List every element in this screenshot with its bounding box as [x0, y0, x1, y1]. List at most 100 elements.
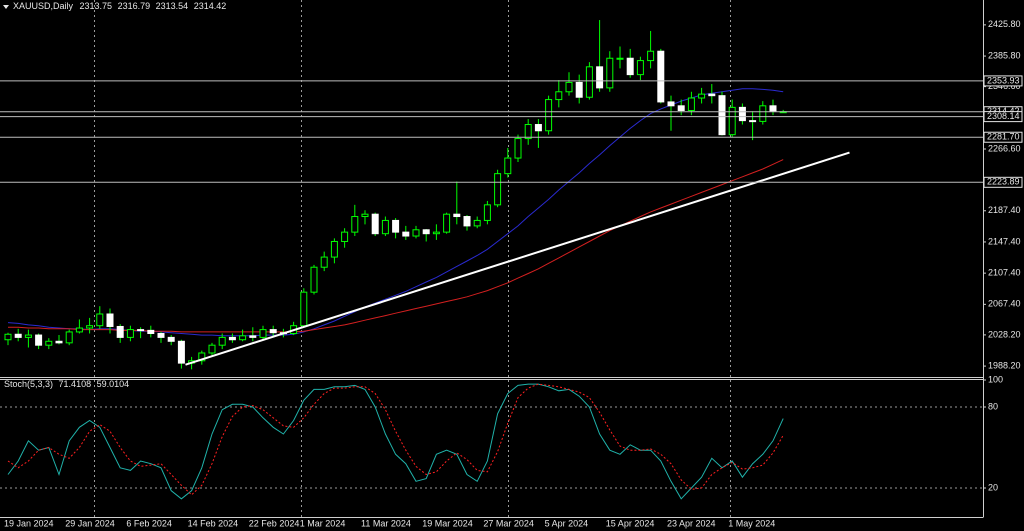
x-tick-label: 19 Jan 2024	[4, 518, 54, 528]
price-level-label: 2281.70	[987, 132, 1020, 142]
candle-body	[116, 325, 124, 338]
candle-body	[341, 231, 349, 242]
candle-body	[412, 229, 420, 237]
candle-body	[198, 352, 206, 362]
candle-body	[371, 213, 379, 235]
candle-body	[330, 240, 338, 258]
price-level-box	[983, 176, 1023, 188]
price-level-box	[983, 111, 1023, 123]
y-tick-label: 2266.60	[988, 143, 1021, 153]
indicator-title: Stoch(5,3,3) 71.4108 59.0104	[4, 379, 129, 389]
y-tick-label: 1988.20	[988, 360, 1021, 370]
ohlc-close: 2314.42	[194, 1, 227, 11]
x-tick-label: 14 Feb 2024	[188, 518, 239, 528]
candle-body	[300, 291, 308, 327]
candle-body	[392, 219, 400, 233]
candle-body	[687, 97, 695, 111]
panel-frame	[0, 0, 984, 518]
x-tick-label: 1 May 2024	[728, 518, 775, 528]
y-tick-label: 20	[988, 482, 998, 492]
candle-body	[218, 336, 226, 346]
candle-body	[718, 95, 726, 136]
candle-body	[698, 93, 706, 99]
x-tick-label: 11 Mar 2024	[361, 518, 411, 528]
candle-body	[463, 216, 471, 227]
candle-body	[259, 329, 267, 338]
candle-body	[96, 313, 104, 327]
candle-body	[55, 340, 63, 344]
candle-body	[86, 325, 94, 329]
candle-body	[208, 344, 216, 354]
candle-body	[106, 313, 114, 327]
candle-body	[657, 50, 665, 103]
candle-body	[769, 105, 777, 112]
candle-body	[443, 213, 451, 233]
candle-body	[575, 81, 583, 98]
x-tick-label: 15 Apr 2024	[606, 518, 655, 528]
candle-body	[167, 336, 175, 342]
ohlc-low: 2313.54	[156, 1, 189, 11]
candle-body	[749, 120, 757, 123]
x-tick-label: 27 Mar 2024	[483, 518, 534, 528]
price-panel: 2425.802385.802346.602266.602187.402147.…	[0, 19, 1023, 528]
price-level-box	[983, 131, 1023, 143]
candle-body	[422, 229, 430, 235]
indicator-main-value: 71.4108	[59, 379, 92, 389]
month-grid	[94, 0, 731, 517]
candle-body	[4, 333, 12, 341]
x-tick-label: 29 Jan 2024	[65, 518, 115, 528]
candle-body	[473, 219, 481, 227]
x-tick-label: 22 Feb 2024	[249, 518, 300, 528]
candle-body	[269, 329, 277, 334]
candle-body	[320, 256, 328, 268]
stochastic-panel: 20 80 100	[0, 374, 1003, 500]
price-level-label: 2223.89	[987, 177, 1020, 187]
candle-body	[483, 204, 491, 221]
candle-body	[381, 219, 389, 235]
candle-body	[45, 340, 53, 346]
candle-body	[504, 157, 512, 175]
price-level-label: 2353.93	[987, 75, 1020, 85]
x-tick-label: 23 Apr 2024	[667, 518, 716, 528]
candle-body	[177, 340, 185, 364]
indicator-name: Stoch(5,3,3)	[4, 379, 53, 389]
y-tick-label: 2425.80	[988, 19, 1021, 29]
symbol: XAUUSD,Daily	[13, 1, 74, 11]
y-tick-label: 2147.40	[988, 236, 1021, 246]
candle-body	[596, 66, 604, 89]
candle-body	[249, 335, 257, 338]
candle-body	[759, 105, 767, 122]
candle-body	[738, 106, 746, 122]
candle-body	[137, 329, 145, 332]
x-tick-label: 5 Apr 2024	[545, 518, 589, 528]
y-tick-label: 2385.80	[988, 50, 1021, 60]
candle-body	[351, 216, 359, 233]
x-tick-label: 6 Feb 2024	[126, 518, 172, 528]
candle-body	[75, 327, 83, 333]
candle-body	[14, 333, 22, 338]
price-level-box	[983, 75, 1023, 87]
candle-body	[494, 173, 502, 206]
candle-body	[545, 99, 553, 132]
y-tick-label: 2187.40	[988, 205, 1021, 215]
chart-title: XAUUSD,Daily 2313.75 2316.79 2313.54 231…	[13, 1, 226, 11]
candle-body	[514, 138, 522, 159]
candle-body	[453, 213, 461, 218]
candle-body	[636, 60, 644, 76]
candle-body	[667, 101, 675, 107]
candle-body	[708, 93, 716, 97]
candle-body	[606, 57, 614, 89]
candle-body	[361, 213, 369, 218]
ohlc-high: 2316.79	[118, 1, 151, 11]
candle-body	[647, 50, 655, 62]
candle-body	[728, 106, 736, 136]
x-tick-label: 19 Mar 2024	[422, 518, 473, 528]
ohlc-open: 2313.75	[80, 1, 113, 11]
candle-body	[157, 332, 165, 338]
candle-body	[126, 329, 134, 338]
candle-body	[147, 329, 155, 334]
candle-body	[524, 124, 532, 140]
